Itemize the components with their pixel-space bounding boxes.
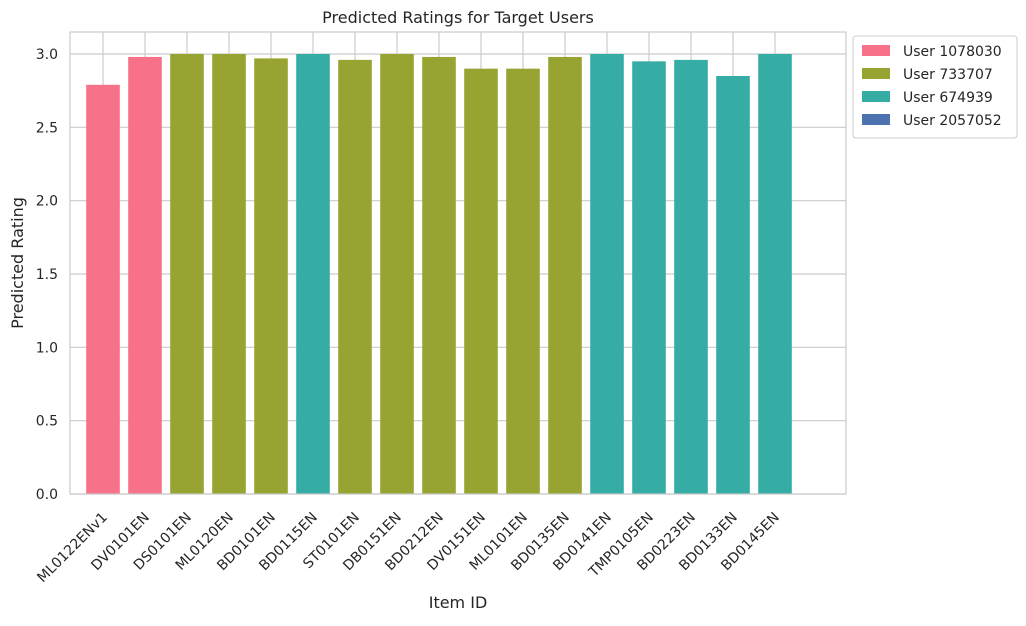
x-axis-title: Item ID [429, 593, 488, 612]
bar-BD0141EN [590, 54, 624, 494]
x-tick-labels: ML0122ENv1DV0101ENDS0101ENML0120ENBD0101… [34, 510, 782, 586]
x-tick-label: ML0122ENv1 [34, 510, 110, 586]
legend-label: User 733707 [903, 67, 993, 83]
bar-ML0120EN [212, 54, 246, 494]
y-tick-label: 2.5 [36, 120, 58, 136]
bar-BD0101EN [254, 58, 288, 495]
bar-BD0223EN [674, 59, 708, 494]
y-tick-label: 1.0 [36, 340, 58, 356]
bar-DB0151EN [380, 54, 414, 494]
bar-DS0101EN [170, 54, 204, 494]
bar-BD0133EN [716, 76, 750, 494]
bar-BD0135EN [548, 56, 582, 494]
plot-border [69, 31, 847, 495]
y-tick-label: 0.5 [36, 414, 58, 430]
bar-ML0101EN [506, 68, 540, 495]
legend-swatch [862, 114, 890, 125]
legend-swatch [862, 91, 890, 102]
bar-BD0145EN [758, 54, 792, 494]
y-axis-title: Predicted Rating [8, 197, 27, 329]
bars [86, 54, 792, 495]
legend-label: User 674939 [903, 90, 993, 106]
chart-title: Predicted Ratings for Target Users [322, 8, 594, 27]
legend-label: User 2057052 [903, 113, 1002, 129]
legend-swatch [862, 68, 890, 79]
y-tick-label: 1.5 [36, 267, 58, 283]
legend-label: User 1078030 [903, 44, 1002, 60]
legend-swatch [862, 45, 890, 56]
legend-frame [852, 35, 1018, 139]
bar-BD0212EN [422, 56, 456, 494]
legend: User 1078030 User 733707 User 674939 User 2… [852, 35, 1018, 139]
bar-DV0101EN [128, 56, 162, 494]
bar-BD0115EN [296, 54, 330, 494]
bar-DV0151EN [464, 68, 498, 495]
bar-TMP0105EN [632, 61, 666, 494]
y-tick-labels: 0.0 0.5 1.0 1.5 2.0 2.5 3.0 [36, 47, 58, 503]
y-tick-label: 3.0 [36, 47, 58, 63]
y-tick-label: 2.0 [36, 194, 58, 210]
bar-ML0122ENv1 [86, 84, 120, 495]
y-tick-label: 0.0 [36, 487, 58, 503]
bar-ST0101EN [338, 59, 372, 494]
